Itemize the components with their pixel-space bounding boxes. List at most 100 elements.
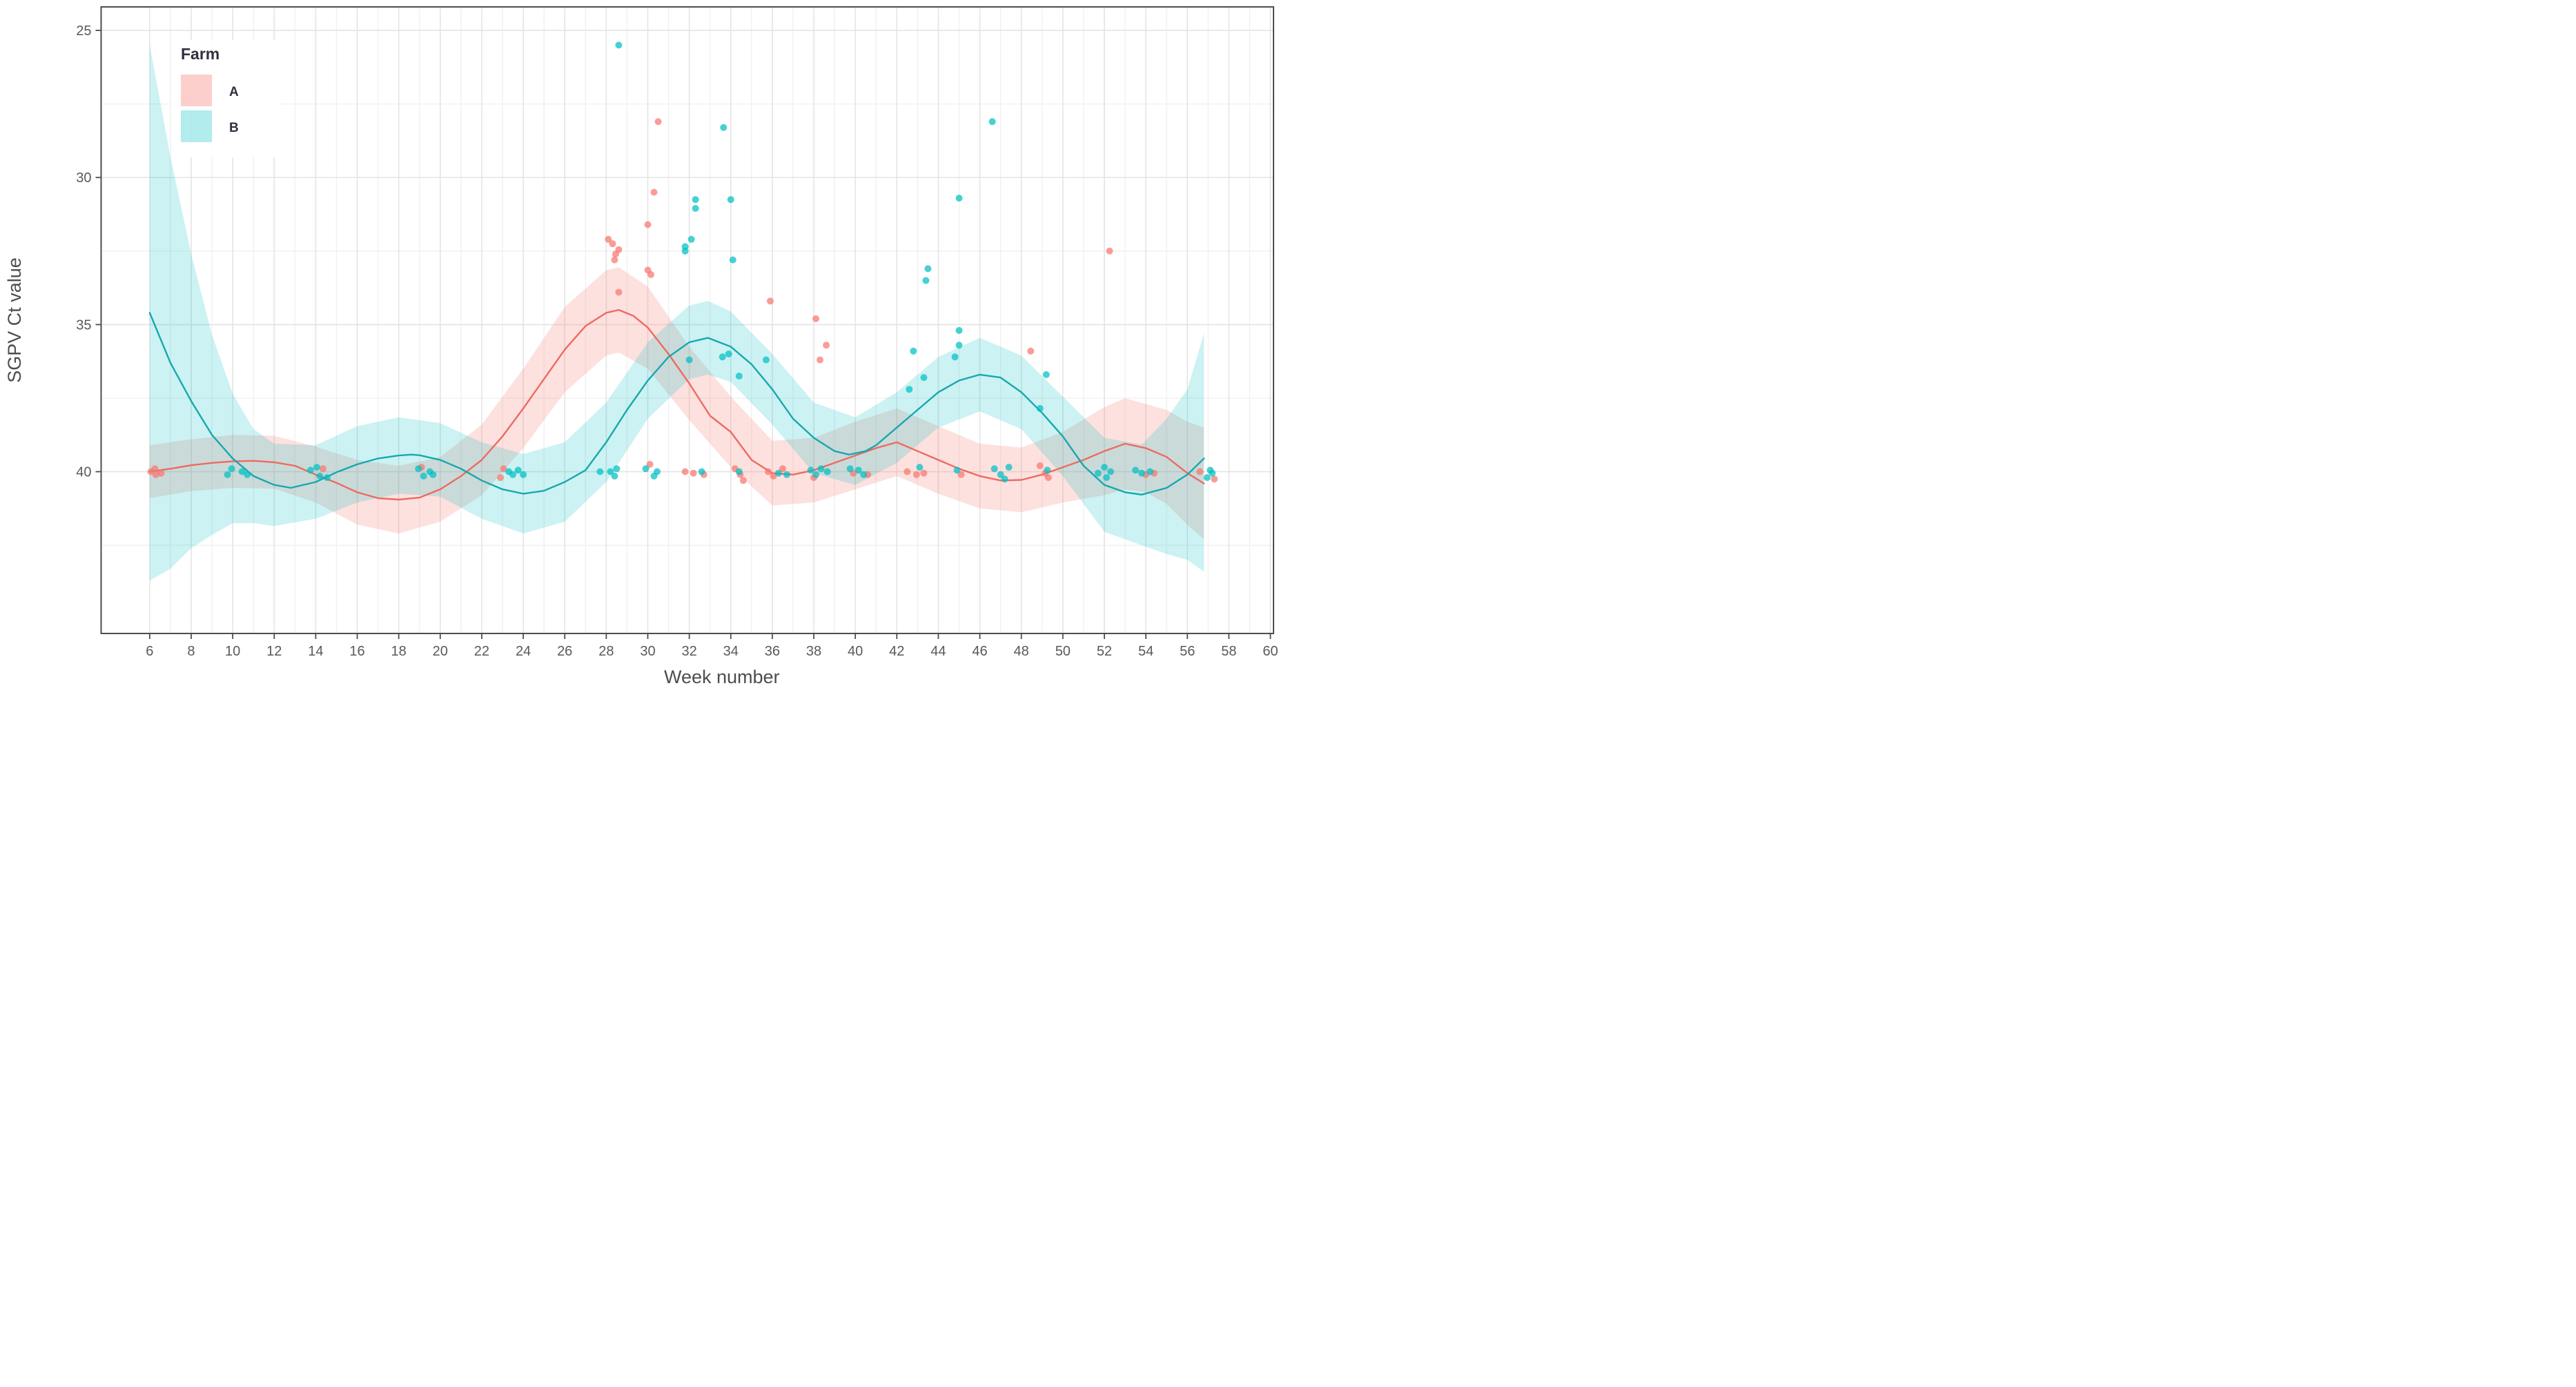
y-tick-label: 30 [76, 170, 91, 186]
data-point-b [812, 471, 819, 478]
data-point-b [823, 468, 831, 475]
data-point-b [642, 465, 650, 473]
data-point-b [991, 465, 998, 473]
data-point-b [244, 471, 251, 478]
x-tick-label: 56 [1180, 644, 1195, 659]
chart-canvas: 6 8 10 12 14 16 18 20 22 24 26 28 30 32 34 36 38 40 42 44 46… [4, 6, 1278, 687]
data-point-a [500, 465, 507, 473]
x-tick-label: 46 [972, 644, 987, 659]
data-point-a [647, 270, 654, 278]
data-point-b [817, 465, 825, 473]
data-point-b [224, 471, 231, 478]
data-point-b [855, 466, 862, 474]
data-point-b [727, 196, 734, 204]
x-tick-label: 42 [889, 644, 904, 659]
x-tick-label: 48 [1014, 644, 1029, 659]
data-point-a [823, 342, 830, 349]
data-point-b [520, 471, 527, 478]
data-point-a [609, 240, 616, 248]
x-tick-label: 28 [598, 644, 614, 659]
data-point-b [922, 277, 930, 284]
x-tick-label: 26 [557, 644, 572, 659]
data-point-b [681, 247, 689, 255]
data-point-b [1107, 468, 1114, 475]
data-point-b [735, 373, 743, 380]
x-tick-label: 30 [640, 644, 655, 659]
x-tick-label: 18 [391, 644, 407, 659]
legend-label-a: A [229, 85, 239, 99]
data-point-b [910, 347, 917, 355]
data-point-b [692, 196, 699, 204]
data-point-b [1044, 466, 1051, 474]
data-point-b [687, 235, 695, 243]
data-point-b [988, 118, 996, 126]
data-point-b [238, 468, 246, 475]
data-point-b [1001, 475, 1008, 483]
smooth-line-a [148, 308, 1205, 501]
data-point-a [157, 469, 165, 477]
data-point-a [766, 297, 774, 305]
legend-background [171, 40, 282, 157]
data-point-a [497, 474, 504, 482]
x-axis-title: Week number [664, 667, 780, 687]
data-point-a [1036, 462, 1044, 469]
x-tick-label: 8 [187, 644, 195, 659]
data-point-b [1138, 469, 1146, 477]
data-point-b [514, 466, 522, 474]
x-tick-label: 58 [1221, 644, 1236, 659]
data-point-b [654, 468, 661, 475]
data-point-b [509, 471, 516, 478]
data-point-b [920, 374, 928, 382]
x-tick-label: 38 [806, 644, 821, 659]
data-point-a [770, 472, 777, 480]
x-tick-label: 32 [681, 644, 696, 659]
data-point-a [920, 469, 928, 477]
data-point-b [313, 464, 320, 471]
data-point-b [953, 466, 961, 474]
data-point-a [152, 471, 159, 478]
data-point-b [1103, 474, 1110, 482]
data-point-a [904, 468, 911, 475]
ci-ribbon-a [149, 267, 1204, 540]
data-point-b [1042, 371, 1050, 378]
data-point-b [613, 465, 621, 473]
data-point-a [646, 460, 654, 468]
data-point-b [720, 124, 728, 131]
data-point-b [1203, 474, 1211, 482]
sgpv-ct-chart-figure: 6 8 10 12 14 16 18 20 22 24 26 28 30 32 34 36 38 40 42 44 46… [0, 0, 1288, 694]
data-point-b [698, 468, 705, 475]
data-point-b [955, 326, 963, 334]
data-point-b [916, 464, 924, 471]
data-point-b [611, 472, 618, 480]
data-point-b [596, 468, 604, 475]
x-tick-label: 14 [308, 644, 323, 659]
data-point-a [611, 256, 618, 264]
data-point-a [654, 118, 662, 126]
x-tick-label: 54 [1138, 644, 1153, 659]
y-tick-label: 35 [76, 317, 91, 333]
data-point-b [807, 466, 814, 474]
data-point-b [860, 471, 868, 478]
data-point-b [1101, 464, 1108, 471]
data-point-a [1211, 475, 1218, 483]
data-point-a [151, 465, 159, 473]
x-tick-label: 60 [1262, 644, 1278, 659]
x-tick-label: 52 [1097, 644, 1112, 659]
data-point-a [764, 468, 772, 475]
data-point-a [650, 188, 658, 196]
legend-swatch-a [181, 75, 212, 106]
data-point-a [1027, 347, 1035, 355]
x-tick-label: 12 [266, 644, 282, 659]
y-tick-label: 40 [76, 465, 91, 480]
data-point-b [692, 205, 699, 212]
data-point-b [729, 256, 736, 264]
data-point-b [306, 466, 314, 474]
data-point-a [319, 465, 326, 473]
data-point-a [1196, 468, 1204, 475]
data-point-a [739, 477, 747, 484]
data-point-a [1044, 474, 1052, 482]
data-point-b [774, 469, 782, 477]
panel-border [100, 6, 1274, 634]
data-point-a [615, 288, 623, 296]
data-point-b [997, 471, 1004, 478]
